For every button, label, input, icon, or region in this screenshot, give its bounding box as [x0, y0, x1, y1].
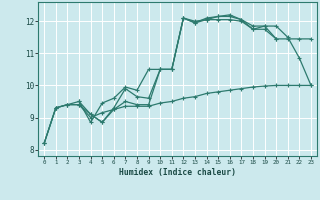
X-axis label: Humidex (Indice chaleur): Humidex (Indice chaleur): [119, 168, 236, 177]
